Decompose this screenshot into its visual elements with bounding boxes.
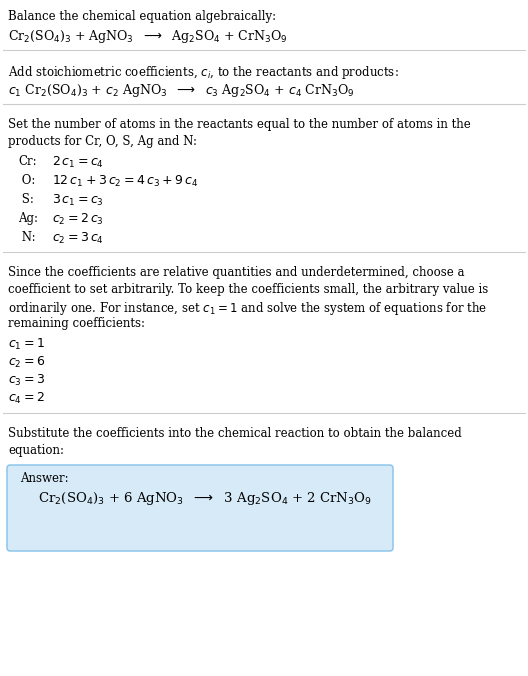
Text: coefficient to set arbitrarily. To keep the coefficients small, the arbitrary va: coefficient to set arbitrarily. To keep … bbox=[8, 283, 488, 296]
Text: $c_4 = 2$: $c_4 = 2$ bbox=[8, 391, 45, 406]
Text: S:: S: bbox=[18, 193, 34, 206]
Text: $c_3 = 3$: $c_3 = 3$ bbox=[8, 373, 45, 388]
Text: $c_1 = 1$: $c_1 = 1$ bbox=[8, 337, 45, 352]
Text: Cr$_2$(SO$_4$)$_3$ + 6 AgNO$_3$  $\longrightarrow$  3 Ag$_2$SO$_4$ + 2 CrN$_3$O$: Cr$_2$(SO$_4$)$_3$ + 6 AgNO$_3$ $\longri… bbox=[38, 490, 372, 507]
Text: Set the number of atoms in the reactants equal to the number of atoms in the: Set the number of atoms in the reactants… bbox=[8, 118, 471, 131]
Text: $12\,c_1 + 3\,c_2 = 4\,c_3 + 9\,c_4$: $12\,c_1 + 3\,c_2 = 4\,c_3 + 9\,c_4$ bbox=[52, 174, 198, 189]
Text: Add stoichiometric coefficients, $c_i$, to the reactants and products:: Add stoichiometric coefficients, $c_i$, … bbox=[8, 64, 399, 81]
Text: $c_1$ Cr$_2$(SO$_4$)$_3$ + $c_2$ AgNO$_3$  $\longrightarrow$  $c_3$ Ag$_2$SO$_4$: $c_1$ Cr$_2$(SO$_4$)$_3$ + $c_2$ AgNO$_3… bbox=[8, 82, 355, 99]
Text: Answer:: Answer: bbox=[20, 472, 69, 485]
Text: O:: O: bbox=[18, 174, 35, 187]
Text: $3\,c_1 = c_3$: $3\,c_1 = c_3$ bbox=[52, 193, 104, 208]
Text: N:: N: bbox=[18, 231, 35, 244]
Text: Cr:: Cr: bbox=[18, 155, 36, 168]
Text: $c_2 = 3\,c_4$: $c_2 = 3\,c_4$ bbox=[52, 231, 104, 246]
Text: $2\,c_1 = c_4$: $2\,c_1 = c_4$ bbox=[52, 155, 104, 170]
Text: equation:: equation: bbox=[8, 444, 64, 457]
Text: Substitute the coefficients into the chemical reaction to obtain the balanced: Substitute the coefficients into the che… bbox=[8, 427, 462, 440]
FancyBboxPatch shape bbox=[7, 465, 393, 551]
Text: ordinarily one. For instance, set $c_1 = 1$ and solve the system of equations fo: ordinarily one. For instance, set $c_1 =… bbox=[8, 300, 487, 317]
Text: Cr$_2$(SO$_4$)$_3$ + AgNO$_3$  $\longrightarrow$  Ag$_2$SO$_4$ + CrN$_3$O$_9$: Cr$_2$(SO$_4$)$_3$ + AgNO$_3$ $\longrigh… bbox=[8, 28, 288, 45]
Text: Since the coefficients are relative quantities and underdetermined, choose a: Since the coefficients are relative quan… bbox=[8, 266, 465, 279]
Text: products for Cr, O, S, Ag and N:: products for Cr, O, S, Ag and N: bbox=[8, 135, 197, 148]
Text: Balance the chemical equation algebraically:: Balance the chemical equation algebraica… bbox=[8, 10, 276, 23]
Text: Ag:: Ag: bbox=[18, 212, 38, 225]
Text: $c_2 = 6$: $c_2 = 6$ bbox=[8, 355, 45, 370]
Text: remaining coefficients:: remaining coefficients: bbox=[8, 317, 145, 330]
Text: $c_2 = 2\,c_3$: $c_2 = 2\,c_3$ bbox=[52, 212, 104, 227]
